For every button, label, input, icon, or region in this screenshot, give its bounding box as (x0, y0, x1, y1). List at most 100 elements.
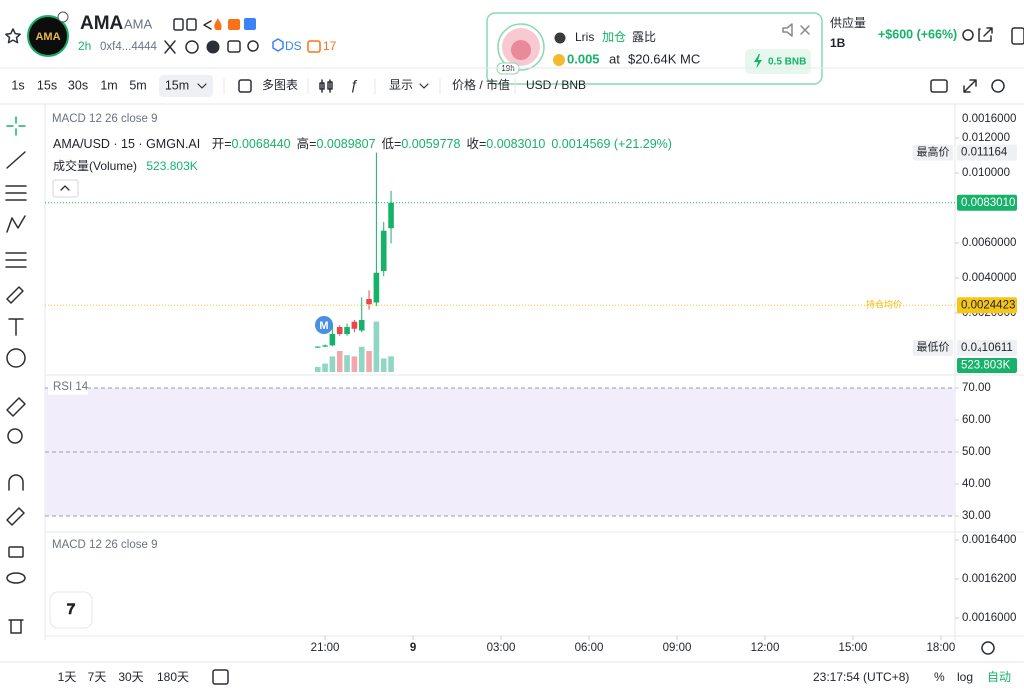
volume-legend: 成交量(Volume) 523.803K (53, 158, 198, 173)
y-tick-label: 0.0016000 (962, 612, 1016, 624)
fib-tool[interactable] (5, 185, 27, 201)
web-icon[interactable] (185, 40, 199, 54)
emoji-tool[interactable] (6, 348, 26, 368)
brush-tool[interactable] (6, 286, 24, 304)
scan-icon[interactable] (206, 40, 220, 54)
y-tick-label: 0.0060000 (962, 237, 1016, 249)
log-toggle[interactable]: log (957, 670, 973, 684)
candle-body (358, 320, 365, 331)
axis-settings-icon[interactable] (981, 641, 995, 655)
candle-body (366, 299, 372, 305)
chevron-up (60, 185, 70, 191)
zoom-tool[interactable] (7, 428, 23, 444)
fullscreen-icon[interactable] (963, 79, 977, 93)
eye-icon[interactable] (962, 29, 974, 41)
interval-button[interactable]: 1s (11, 78, 24, 92)
interval-button[interactable]: 30s (68, 78, 88, 92)
volume-bar (336, 351, 343, 372)
notification-mc: $20.64K MC (628, 51, 700, 66)
range-button[interactable]: 180天 (157, 670, 189, 684)
ds-icon (272, 38, 284, 52)
price-change: 0.0014569 (+21.29%) (551, 137, 672, 151)
candle-icon[interactable] (319, 79, 333, 93)
tv-logo-box[interactable] (49, 591, 93, 629)
range-button[interactable]: 30天 (118, 670, 143, 684)
volume-bar (380, 358, 387, 372)
mute-icon[interactable] (782, 23, 793, 37)
close-icon[interactable] (800, 25, 810, 35)
camera-icon[interactable] (930, 79, 948, 93)
magnet-tool[interactable] (8, 474, 24, 491)
display-menu[interactable]: 显示 (389, 78, 413, 92)
interval-selected (159, 75, 213, 97)
last-price-value: 0.0083010 (961, 197, 1015, 209)
ohlc-label: 收= (466, 137, 486, 151)
favorite-icon[interactable] (5, 28, 21, 44)
user-icon (554, 32, 566, 44)
lock-tool[interactable] (8, 546, 24, 558)
buy-amount[interactable]: 0.5 BNB (768, 57, 806, 68)
ohlc-value: 0.0068440 (232, 137, 291, 151)
price-mc-toggle[interactable]: 价格 / 市值 (452, 77, 510, 92)
visibility-tool[interactable] (6, 572, 26, 584)
search-icon[interactable] (247, 40, 259, 52)
y-tick-label: 0.0016400 (962, 534, 1016, 546)
volume-value: 523.803K (146, 159, 197, 173)
interval-button[interactable]: 15s (37, 78, 57, 92)
date-range-icon[interactable] (212, 669, 229, 685)
delete-tool[interactable] (8, 619, 24, 634)
chevron (197, 83, 207, 89)
volume-bar (322, 363, 328, 372)
pattern-tool[interactable] (6, 215, 26, 233)
open-icon[interactable] (978, 27, 993, 42)
x-tick-label: 21:00 (311, 642, 340, 654)
y-tick-label: 0.0040000 (962, 272, 1016, 284)
marker-value: 0.0₄10611 (961, 342, 1013, 354)
pnl: +$600 (+66%) (878, 27, 957, 41)
token-address[interactable]: 0xf4...4444 (100, 41, 158, 53)
x-tick-label: 15:00 (839, 642, 868, 654)
candle-body (322, 345, 328, 347)
holders-icon (307, 40, 321, 53)
ds-link[interactable]: DS (285, 39, 302, 53)
crosshair-tool[interactable] (6, 116, 26, 136)
copy-icon[interactable] (173, 18, 184, 31)
currency-toggle[interactable]: USD / BNB (526, 78, 586, 92)
range-button[interactable]: 7天 (88, 670, 107, 684)
notification-card[interactable] (486, 12, 823, 85)
message-icon[interactable] (227, 40, 241, 53)
fx-icon[interactable]: ƒ (350, 77, 358, 93)
last-price-tag (957, 194, 1017, 211)
tv-logo: 𝟕 (67, 601, 76, 618)
y-tick-label: 0.012000 (962, 132, 1010, 144)
x-icon[interactable] (164, 40, 176, 54)
y-tick-label: 60.00 (962, 414, 991, 426)
chart-legend: AMA/USD · 15 · GMGN.AI 开=0.0068440 高=0.00… (53, 136, 672, 151)
percent-toggle[interactable]: % (934, 670, 945, 684)
holders-count: 17 (323, 39, 337, 53)
share-icon[interactable] (203, 20, 212, 30)
interval-button[interactable]: 15m (165, 78, 189, 92)
x-tick-label: 12:00 (751, 642, 780, 654)
x-tick-label: 09:00 (663, 642, 692, 654)
collapse-button[interactable] (52, 179, 79, 198)
projection-tool[interactable] (5, 252, 27, 268)
token-logo (27, 15, 69, 57)
copy-icon[interactable] (186, 18, 197, 31)
text-tool[interactable] (8, 318, 24, 336)
marker-label-box (913, 144, 953, 161)
ruler-tool[interactable] (6, 397, 26, 417)
multi-chart[interactable]: 多图表 (262, 78, 298, 92)
settings-icon[interactable] (991, 79, 1005, 93)
notification-user: Lris (575, 30, 594, 44)
more-icon[interactable] (1011, 27, 1024, 45)
token-ticker: AMA (124, 16, 153, 31)
interval-button[interactable]: 5m (129, 78, 146, 92)
event-marker[interactable] (315, 316, 333, 334)
lock-draw-tool[interactable] (6, 507, 25, 526)
range-button[interactable]: 1天 (58, 670, 77, 684)
auto-toggle[interactable]: 自动 (987, 670, 1011, 684)
line-tool[interactable] (6, 151, 26, 169)
interval-button[interactable]: 1m (100, 78, 117, 92)
y-tick-label: 0.010000 (962, 167, 1010, 179)
